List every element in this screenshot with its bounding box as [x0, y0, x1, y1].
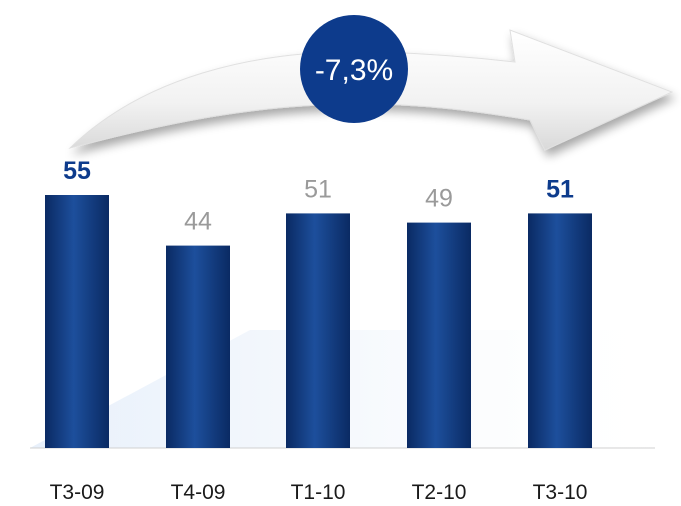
category-label: T3-10	[533, 481, 588, 504]
bar-t2-10	[407, 222, 471, 448]
value-label: 44	[184, 208, 212, 236]
value-label: 51	[546, 175, 574, 203]
change-badge: -7,3%	[300, 15, 408, 123]
category-label: T3-09	[50, 481, 105, 504]
change-badge-circle	[300, 15, 408, 123]
change-badge-text: -7,3%	[315, 54, 393, 87]
bars-group: 55 T3-09 44 T4-09 51 T1-10 49 T2-10 51 T3-10	[45, 157, 592, 504]
bar-t3-10	[528, 213, 592, 448]
bar-t4-09	[166, 245, 230, 448]
bar-t3-09	[45, 195, 109, 448]
value-label: 51	[304, 175, 332, 203]
category-label: T4-09	[171, 481, 226, 504]
category-label: T2-10	[412, 481, 467, 504]
value-label: 55	[63, 157, 91, 185]
value-label: 49	[425, 185, 453, 213]
category-label: T1-10	[291, 481, 346, 504]
bar-t1-10	[286, 213, 350, 448]
